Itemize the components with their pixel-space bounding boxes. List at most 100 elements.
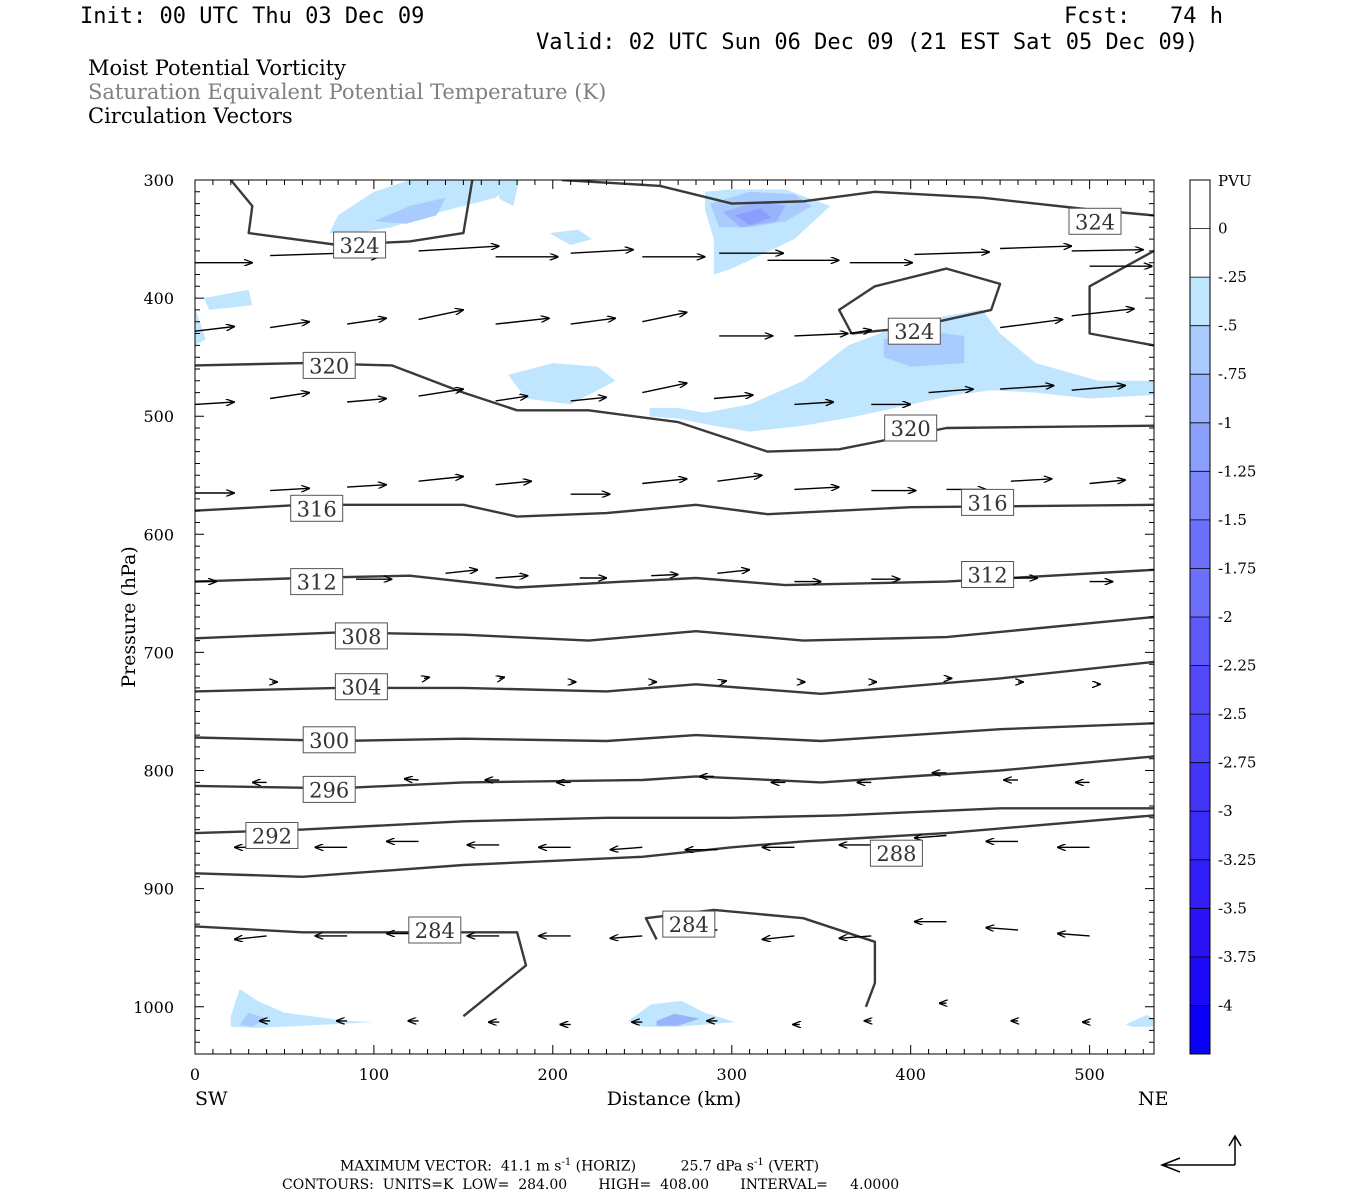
circulation-vector: [570, 397, 607, 401]
circulation-vector: [914, 252, 989, 254]
circulation-vector: [1071, 250, 1144, 251]
max-vert-unit: dPa s: [716, 1158, 754, 1175]
colorbar-label: -2.75: [1218, 754, 1256, 772]
contour-label-box: [302, 775, 356, 803]
contour-label-box: [245, 822, 299, 849]
theta-es-contour-320: [195, 361, 1154, 453]
mpv-negative-region: [203, 289, 253, 310]
colorbar-label: -2: [1218, 608, 1233, 626]
circulation-vector: [495, 396, 528, 402]
colorbar-label: -1.75: [1218, 559, 1256, 577]
colorbar-band: [1190, 180, 1210, 230]
colorbar-label: -2.5: [1218, 705, 1247, 723]
circulation-vector: [721, 681, 726, 682]
max-horiz-value: 41.1: [500, 1158, 533, 1175]
forecast-hour: Fcst: 74 h: [1064, 4, 1223, 29]
valid-time: Valid: 02 UTC Sun 06 Dec 09 (21 EST Sat …: [536, 30, 1199, 55]
x-tick-label: 100: [359, 1065, 390, 1084]
circulation-vector: [570, 318, 616, 325]
circulation-vector: [1000, 319, 1063, 329]
colorbar-band: [1190, 956, 1210, 1006]
contour-label: 300: [309, 729, 349, 753]
theta-es-contour-300: [195, 722, 1154, 743]
contour-label-box: [884, 414, 938, 442]
circulation-vector: [495, 481, 532, 485]
contour-label-box: [961, 561, 1015, 588]
circulation-vector-layer: [195, 246, 1152, 1024]
axis-tick-layer: [194, 179, 1154, 1055]
circulation-vector: [418, 477, 464, 482]
colorbar-band: [1190, 422, 1210, 472]
colorbar-label: -4: [1218, 996, 1233, 1014]
contour-label: 296: [309, 778, 349, 802]
y-tick-label: 1000: [133, 998, 174, 1017]
circulation-vector: [347, 485, 386, 487]
contour-label: 312: [968, 564, 1008, 588]
circulation-vector: [445, 570, 478, 574]
contour-label-box: [290, 568, 344, 596]
circulation-vector: [928, 389, 974, 394]
circulation-vector: [610, 936, 643, 938]
x-tick-label: 0: [190, 1065, 200, 1084]
circulation-vector: [270, 488, 309, 490]
colorbar-label: -1.5: [1218, 511, 1247, 529]
theta-es-contour-292: [195, 807, 1154, 835]
y-tick-label: 500: [143, 407, 174, 426]
colorbar-band: [1190, 811, 1210, 861]
circulation-vector: [1010, 479, 1052, 481]
colorbar-band: [1190, 714, 1210, 764]
circulation-vector: [717, 475, 762, 482]
circulation-vector: [642, 312, 687, 323]
circulation-vector: [642, 479, 687, 485]
colorbar-band: [1190, 277, 1210, 327]
contour-label: 312: [297, 571, 337, 595]
colorbar-band: [1190, 1005, 1210, 1055]
circulation-vector: [1071, 386, 1126, 391]
circulation-vector: [762, 936, 795, 940]
contour-label: 284: [415, 919, 455, 943]
contour-label: 316: [297, 497, 337, 521]
circulation-vector: [418, 389, 464, 397]
colorbar-band: [1190, 325, 1210, 375]
contour-label-box: [290, 494, 344, 522]
mpv-negative-region: [656, 1013, 700, 1026]
contour-info: CONTOURS: UNITS=K LOW= 284.00 HIGH= 408.…: [282, 1177, 900, 1193]
max-vector-note: MAXIMUM VECTOR: 41.1 m s-1 (HORIZ) 25.7 …: [340, 1157, 819, 1175]
theta-es-contour-layer: [195, 180, 1154, 1018]
circulation-vector: [642, 383, 687, 394]
mpv-negative-region: [239, 1012, 267, 1027]
circulation-vector: [418, 310, 464, 321]
circulation-vector: [651, 575, 678, 576]
y-tick-label: 600: [143, 525, 174, 544]
init-time: Init: 00 UTC Thu 03 Dec 09: [80, 4, 425, 29]
circulation-vector: [610, 847, 643, 849]
max-vector-label: MAXIMUM VECTOR:: [340, 1158, 492, 1175]
circulation-vector: [347, 399, 386, 403]
colorbar-separators: [1190, 228, 1210, 1006]
field-title-theta-es: Saturation Equivalent Potential Temperat…: [88, 80, 607, 104]
mpv-shading-layer: [195, 180, 1154, 1028]
contour-label-box: [662, 910, 716, 938]
contour-label-layer: 284 284 288 292 296 300 304 308 312 312 316 316 320 3…: [245, 207, 1122, 944]
contour-label-box: [869, 839, 923, 867]
x-tick-label: 500: [1074, 1065, 1105, 1084]
max-horiz-tag: (HORIZ): [575, 1158, 637, 1175]
pvu-colorbar: 0 -.25 -.5 -.75 -1 -1.25 -1.5 -1.75 -2 -2.25 -2.5 -…: [1189, 179, 1256, 1055]
mpv-negative-region: [499, 180, 519, 206]
contour-label: 288: [876, 842, 916, 866]
circulation-vector: [1000, 246, 1072, 248]
colorbar-label: -.25: [1218, 268, 1247, 286]
colorbar-label: -.5: [1218, 317, 1237, 335]
mpv-negative-region: [508, 363, 616, 405]
x-tick-label: 400: [895, 1065, 926, 1084]
colorbar-label: -1: [1218, 414, 1233, 432]
x-tick-label: 300: [717, 1065, 748, 1084]
circulation-vector: [1000, 386, 1054, 390]
circulation-vector: [269, 393, 309, 400]
contour-label: 308: [341, 625, 381, 649]
contour-label: 292: [252, 825, 292, 849]
theta-es-contour-316: [195, 503, 1154, 518]
colorbar-label: -3.5: [1218, 899, 1247, 917]
circulation-vector: [1057, 934, 1090, 936]
circulation-vector: [986, 928, 1019, 930]
